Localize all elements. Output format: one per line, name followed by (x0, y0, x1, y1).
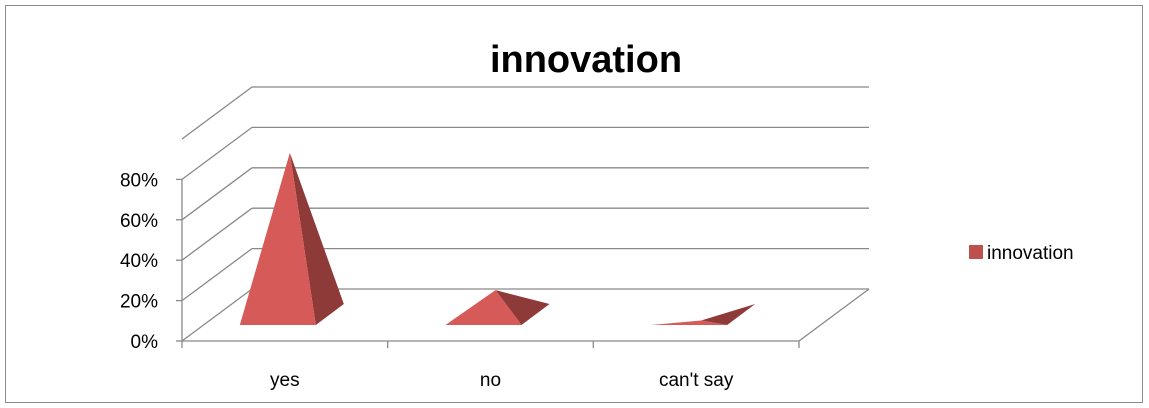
pyramid-side (495, 290, 550, 325)
chart-title: innovation (490, 39, 682, 81)
x-tick-label: can't say (659, 370, 734, 391)
y-tick-label: 0% (131, 332, 159, 353)
pyramid-bar (239, 152, 344, 325)
side-gridline (181, 126, 253, 180)
side-gridline (181, 86, 253, 140)
side-gridline (181, 167, 253, 221)
y-tick-label: 80% (120, 170, 158, 191)
y-tick-label: 60% (120, 211, 158, 232)
y-tick-label: 20% (120, 292, 158, 313)
chart-frame (5, 5, 1143, 403)
side-gridline (181, 207, 253, 261)
pyramid-front (445, 290, 522, 325)
side-gridline (181, 288, 253, 342)
pyramid-bar (651, 304, 756, 325)
x-tick-label: no (480, 370, 501, 391)
y-tick-label: 40% (120, 251, 158, 272)
legend: innovation (969, 243, 1074, 264)
floor-edge (798, 288, 870, 342)
pyramid-side (289, 152, 344, 325)
pyramid-front (651, 320, 728, 325)
legend-swatch (969, 245, 983, 259)
pyramid-side (701, 304, 756, 325)
pyramid-bar (445, 290, 550, 325)
legend-label: innovation (987, 243, 1074, 264)
x-tick-label: yes (270, 370, 300, 391)
pyramid-front (239, 152, 316, 325)
side-gridline (181, 248, 253, 302)
